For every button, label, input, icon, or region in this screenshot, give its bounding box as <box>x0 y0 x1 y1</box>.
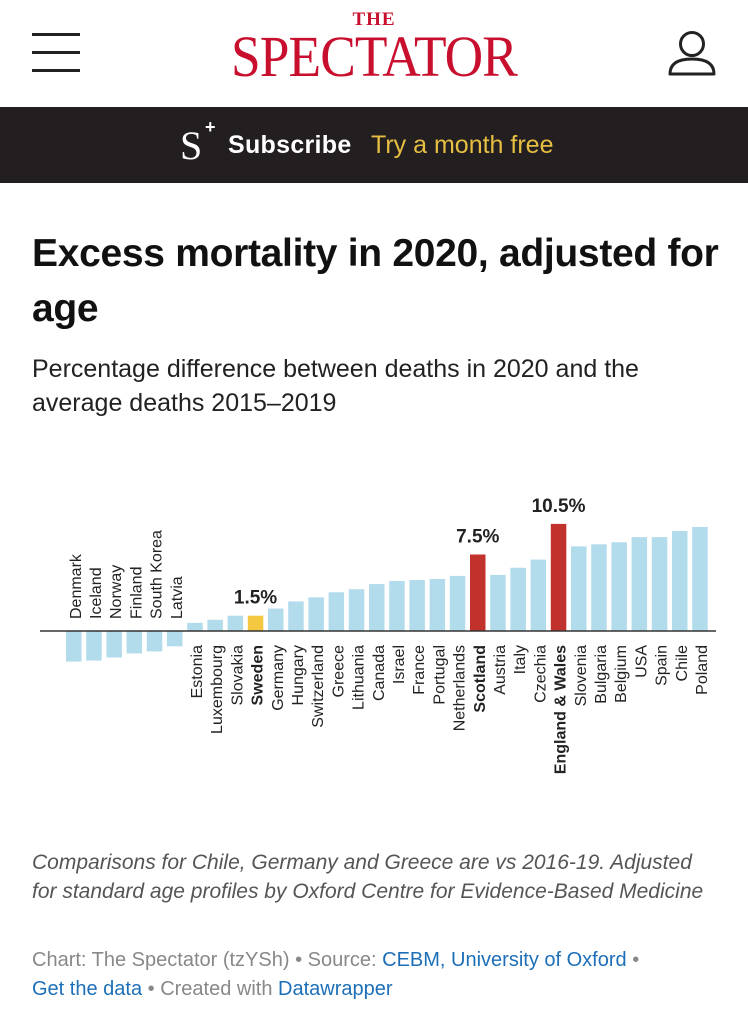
bar-denmark <box>66 631 82 662</box>
category-label-belgium: Belgium <box>613 645 630 703</box>
bar-luxembourg <box>207 619 223 631</box>
category-label-poland: Poland <box>694 645 711 695</box>
logo-small-text: THE <box>352 9 396 30</box>
bar-canada <box>369 584 385 631</box>
category-label-estonia: Estonia <box>189 645 206 698</box>
bar-italy <box>510 567 526 631</box>
category-label-usa: USA <box>633 645 650 678</box>
bar-portugal <box>429 578 446 631</box>
source-link[interactable]: CEBM, University of Oxford <box>382 949 627 971</box>
footer-separator: • <box>626 949 640 971</box>
chart-title: Excess mortality in 2020, adjusted for a… <box>32 232 719 330</box>
category-label-slovakia: Slovakia <box>229 645 246 706</box>
category-label-luxembourg: Luxembourg <box>209 645 226 734</box>
category-label-israel: Israel <box>391 645 408 684</box>
category-label-netherlands: Netherlands <box>452 645 469 731</box>
bar-slovakia <box>227 615 244 631</box>
bar-sweden <box>247 615 264 631</box>
footer-separator: • <box>142 978 161 1000</box>
site-logo[interactable]: THE SPECTATOR <box>0 9 748 89</box>
category-label-latvia: Latvia <box>169 576 186 619</box>
get-data-link[interactable]: Get the data <box>32 978 143 1000</box>
category-label-spain: Spain <box>654 645 671 686</box>
bar-bulgaria <box>591 544 607 631</box>
bar-switzerland <box>308 597 324 631</box>
bar-france <box>409 580 425 631</box>
bar-lithuania <box>348 589 365 631</box>
bar-chart: Denmark Iceland Norway Finland South Korea La… <box>40 496 716 774</box>
subscribe-cta-link[interactable]: Try a month free <box>371 131 554 159</box>
category-label-norway: Norway <box>108 565 125 619</box>
category-label-portugal: Portugal <box>431 645 448 705</box>
category-label-slovenia: Slovenia <box>573 645 590 706</box>
chart-credit: Chart: The Spectator (tzYSh) <box>32 949 290 971</box>
data-label-sweden: 1.5% <box>234 588 277 609</box>
category-label-italy: Italy <box>512 645 529 674</box>
subscribe-plus-icon: + <box>205 117 216 137</box>
bar-iceland <box>86 631 102 661</box>
category-label-lithuania: Lithuania <box>351 645 368 710</box>
subscribe-label[interactable]: Subscribe <box>228 131 352 159</box>
category-label-czechia: Czechia <box>532 645 549 703</box>
menu-icon[interactable] <box>32 33 80 73</box>
bar-poland <box>692 526 708 631</box>
category-label-bulgaria: Bulgaria <box>593 645 610 704</box>
logo-main-text: SPECTATOR <box>231 24 518 89</box>
bar-israel <box>389 581 405 631</box>
category-label-canada: Canada <box>371 645 388 701</box>
data-label-england-and-wales: 10.5% <box>532 496 586 517</box>
source-label: Source: <box>307 949 383 971</box>
subscribe-bar[interactable] <box>0 107 748 183</box>
category-label-iceland: Iceland <box>88 567 105 619</box>
chart-subtitle: Percentage difference between deaths in … <box>32 355 639 417</box>
bar-hungary <box>288 601 304 631</box>
bar-slovenia <box>571 546 587 631</box>
user-account-icon[interactable] <box>666 28 718 80</box>
category-label-germany: Germany <box>270 645 287 711</box>
category-label-finland: Finland <box>128 567 145 619</box>
bar-greece <box>328 592 345 631</box>
site-header: THE SPECTATOR <box>0 0 748 107</box>
chart-footer: Chart: The Spectator (tzYSh) • Source: C… <box>32 946 722 1004</box>
category-label-switzerland: Switzerland <box>310 645 327 728</box>
category-label-france: France <box>411 645 428 695</box>
bar-austria <box>490 574 506 631</box>
bar-germany <box>268 608 284 631</box>
category-label-greece: Greece <box>330 645 347 698</box>
bar-norway <box>106 631 122 658</box>
bar-england-and-wales <box>550 523 567 631</box>
category-label-hungary: Hungary <box>290 645 307 705</box>
footer-separator: • <box>289 949 308 971</box>
category-label-denmark: Denmark <box>68 553 85 619</box>
chart-notes: Comparisons for Chile, Germany and Greec… <box>32 851 704 903</box>
data-label-scotland: 7.5% <box>456 527 499 548</box>
bar-spain <box>651 537 668 631</box>
category-label-scotland: Scotland <box>472 645 489 713</box>
category-label-south-korea: South Korea <box>149 530 166 619</box>
bar-usa <box>631 537 648 631</box>
bar-netherlands <box>449 575 466 631</box>
subscribe-logo-icon: S <box>180 123 203 168</box>
bar-czechia <box>530 559 547 631</box>
bar-finland <box>126 631 143 654</box>
bar-chile <box>672 531 688 631</box>
category-label-austria: Austria <box>492 645 509 695</box>
datawrapper-link[interactable]: Datawrapper <box>278 978 393 1000</box>
bar-belgium <box>611 542 627 631</box>
bar-south-korea <box>146 631 163 652</box>
bar-scotland <box>470 554 486 631</box>
bar-estonia <box>187 622 203 631</box>
created-with-label: Created with <box>160 978 279 1000</box>
category-label-chile: Chile <box>674 645 691 682</box>
category-label-sweden: Sweden <box>250 645 267 705</box>
category-label-england-and-wales: England & Wales <box>553 645 570 774</box>
bar-latvia <box>167 631 183 647</box>
